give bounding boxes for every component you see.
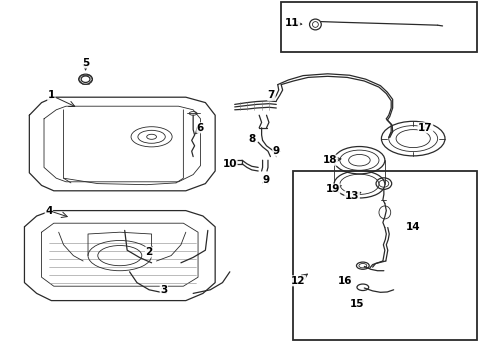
Text: 5: 5 <box>82 58 89 68</box>
Text: 17: 17 <box>417 123 432 133</box>
Text: 1: 1 <box>48 90 55 100</box>
Text: 11: 11 <box>285 18 299 28</box>
Bar <box>293 171 476 340</box>
Text: 8: 8 <box>248 134 255 144</box>
Text: 9: 9 <box>263 175 269 185</box>
Text: 7: 7 <box>267 90 275 100</box>
Bar <box>281 2 476 52</box>
Text: 14: 14 <box>405 222 420 232</box>
Text: 19: 19 <box>325 184 339 194</box>
Text: 16: 16 <box>337 276 351 286</box>
Text: 15: 15 <box>349 299 364 309</box>
Text: 6: 6 <box>197 123 203 133</box>
Text: 12: 12 <box>290 276 305 286</box>
Text: 13: 13 <box>344 191 359 201</box>
Text: 3: 3 <box>160 285 167 295</box>
Text: 2: 2 <box>145 247 152 257</box>
Text: 18: 18 <box>322 155 337 165</box>
Text: 9: 9 <box>272 146 279 156</box>
Text: 4: 4 <box>45 206 53 216</box>
Text: 10: 10 <box>222 159 237 169</box>
